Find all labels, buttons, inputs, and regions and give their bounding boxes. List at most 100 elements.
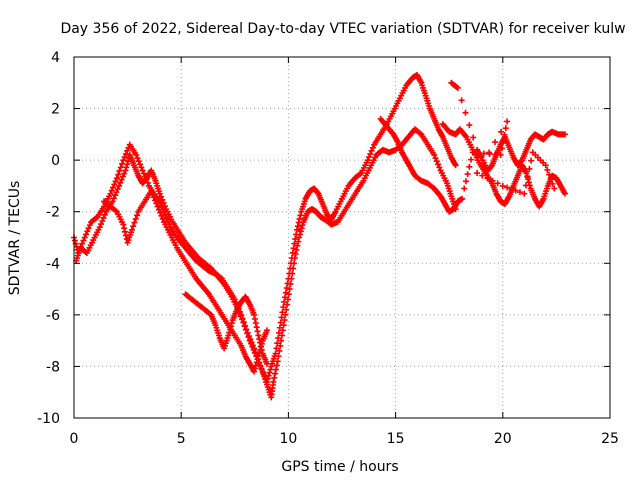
data-point [84, 228, 91, 235]
data-point [551, 185, 558, 192]
data-point [275, 329, 282, 336]
data-point [159, 215, 166, 222]
x-axis-label: GPS time / hours [281, 459, 398, 475]
data-point [121, 170, 128, 177]
data-point [284, 296, 291, 303]
data-point [469, 149, 476, 156]
data-point [228, 320, 235, 327]
data-point [256, 336, 263, 343]
data-point [297, 212, 304, 219]
data-point [454, 84, 461, 91]
data-point [489, 177, 496, 184]
data-point [253, 359, 260, 366]
data-point [83, 231, 90, 238]
data-point [157, 209, 164, 216]
data-point [294, 242, 301, 249]
data-point [161, 203, 168, 210]
data-point [158, 212, 165, 219]
data-point [280, 322, 287, 329]
data-point [155, 206, 162, 213]
data-point [263, 360, 270, 367]
data-point [497, 151, 504, 158]
data-point [253, 324, 260, 331]
data-point [462, 109, 469, 116]
data-point [113, 189, 120, 196]
data-point [500, 138, 507, 145]
data-point [432, 155, 439, 162]
data-point [116, 167, 123, 174]
data-point [296, 231, 303, 238]
data-point [289, 249, 296, 256]
data-point [257, 343, 264, 350]
data-point [139, 167, 146, 174]
data-point [283, 306, 290, 313]
data-point [272, 350, 279, 357]
data-point [240, 319, 247, 326]
data-point [523, 170, 530, 177]
data-point [498, 128, 505, 135]
data-point [431, 151, 438, 158]
data-point [266, 369, 273, 376]
plot-frame [73, 56, 611, 419]
data-point [100, 214, 107, 221]
data-point [452, 162, 459, 169]
data-point [99, 217, 106, 224]
data-points [71, 72, 568, 401]
data-point [486, 149, 493, 156]
data-point [117, 164, 124, 171]
data-point [291, 240, 298, 247]
data-point [132, 215, 139, 222]
data-point [244, 330, 251, 337]
series-track-e [377, 115, 466, 215]
x-tick-label: 0 [70, 431, 79, 447]
data-point [276, 324, 283, 331]
data-point [107, 190, 114, 197]
data-point [124, 161, 131, 168]
data-point [258, 346, 265, 353]
y-tick-label: 4 [51, 50, 60, 66]
data-point [242, 326, 249, 333]
data-point [85, 225, 92, 232]
data-point [368, 147, 375, 154]
data-point [101, 211, 108, 218]
data-point [492, 151, 499, 158]
y-tick-label: 2 [51, 102, 60, 118]
data-point [470, 134, 477, 141]
data-point [544, 166, 551, 173]
data-point [508, 186, 515, 193]
data-point [299, 222, 306, 229]
data-point [258, 365, 265, 372]
data-point [293, 246, 300, 253]
data-point [484, 175, 491, 182]
data-point [276, 347, 283, 354]
data-point [123, 164, 130, 171]
y-tick-labels: -10 -8 -6 -4 -2 0 2 4 [37, 50, 60, 427]
data-point [122, 150, 129, 157]
chart-title: Day 356 of 2022, Sidereal Day-to-day VTE… [60, 21, 625, 37]
data-point [138, 164, 145, 171]
data-point [120, 221, 127, 228]
data-point [152, 197, 159, 204]
data-point [364, 157, 371, 164]
data-point [459, 195, 466, 202]
data-point [464, 171, 471, 178]
data-point [81, 234, 88, 241]
data-point [86, 222, 93, 229]
series-track-h [461, 118, 558, 197]
data-point [549, 180, 556, 187]
data-point [251, 368, 258, 375]
data-point [282, 311, 289, 318]
data-point [71, 237, 78, 244]
y-tick-label: -10 [37, 411, 60, 427]
data-point [435, 161, 442, 168]
data-point [134, 155, 141, 162]
data-point [521, 190, 528, 197]
data-point [98, 221, 105, 228]
data-point [159, 196, 166, 203]
data-point [296, 234, 303, 241]
data-point [273, 345, 280, 352]
data-point [526, 165, 533, 172]
data-point [122, 167, 129, 174]
data-point [279, 327, 286, 334]
